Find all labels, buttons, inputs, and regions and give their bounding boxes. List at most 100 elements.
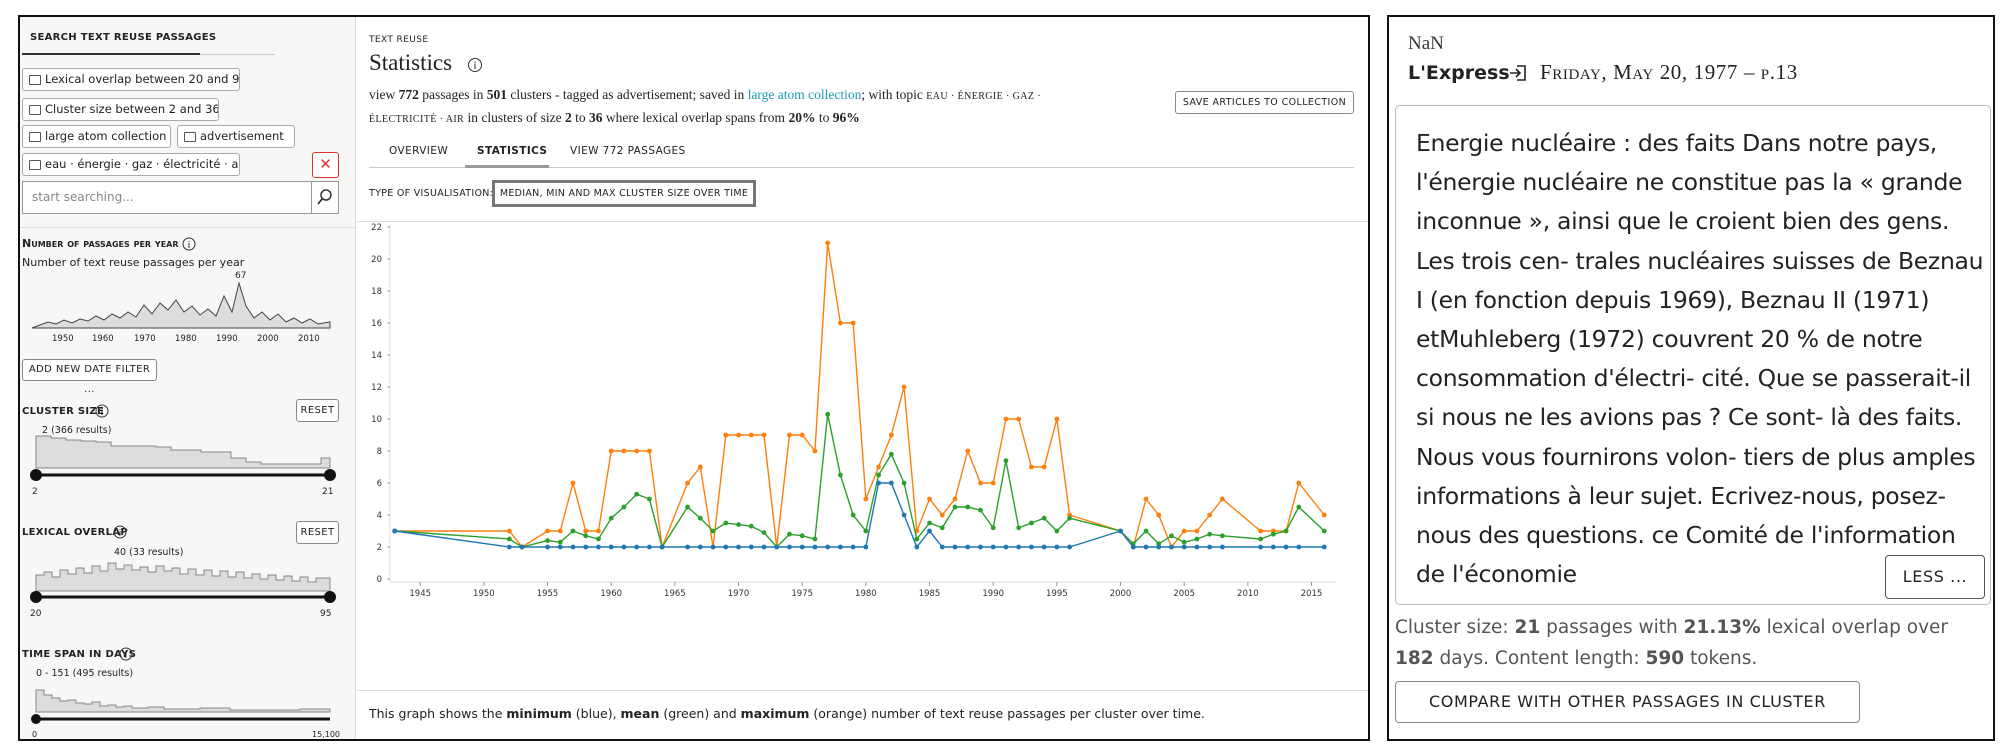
compare-button[interactable]: COMPARE WITH OTHER PASSAGES IN CLUSTER <box>1395 681 1860 723</box>
data-point <box>927 496 932 502</box>
range-min: 20 <box>30 609 42 619</box>
less-button[interactable]: LESS ... <box>1885 555 1985 599</box>
article-panel <box>1387 15 1995 741</box>
text-run: 501 <box>486 87 507 102</box>
svg-text:i: i <box>125 651 128 661</box>
data-point <box>863 544 869 550</box>
data-point <box>1181 539 1187 545</box>
data-point <box>647 448 652 454</box>
data-point <box>748 432 754 438</box>
search-button[interactable] <box>311 181 339 214</box>
y-tick-label: 14 <box>371 351 382 361</box>
data-point <box>1130 544 1136 550</box>
info-icon[interactable]: i <box>113 525 127 539</box>
open-icon[interactable] <box>1508 63 1528 83</box>
y-tick-label: 0 <box>377 575 382 585</box>
data-point <box>736 432 741 438</box>
tab[interactable]: VIEW 772 PASSAGES <box>570 145 686 157</box>
data-point <box>876 472 881 478</box>
y-tick-label: 22 <box>371 223 382 233</box>
data-point <box>506 536 512 542</box>
data-point <box>596 528 601 534</box>
tab[interactable]: OVERVIEW <box>389 145 449 157</box>
slider-handle[interactable] <box>30 591 42 603</box>
filter-chip[interactable]: eau · énergie · gaz · électricité · air <box>22 153 240 176</box>
search-input[interactable] <box>22 181 339 214</box>
data-point <box>748 523 754 529</box>
x-tick-label: 1985 <box>919 589 941 599</box>
axis-label: 1970 <box>134 334 156 344</box>
data-point <box>685 504 690 510</box>
clear-button[interactable]: ✕ <box>312 152 339 178</box>
slider-handle[interactable] <box>324 591 336 603</box>
data-point <box>710 544 716 550</box>
data-point <box>557 544 563 550</box>
info-icon[interactable]: i <box>182 237 196 251</box>
data-point <box>787 544 792 550</box>
data-point <box>1270 544 1276 550</box>
data-point <box>1143 496 1149 502</box>
data-point <box>545 544 550 550</box>
axis-label: 1980 <box>175 334 197 344</box>
y-tick-label: 16 <box>371 319 382 329</box>
data-point <box>608 544 614 550</box>
text-run: 590 <box>1645 648 1685 669</box>
reset-button[interactable]: RESET <box>296 399 339 422</box>
visualisation-select[interactable]: MEDIAN, MIN AND MAX CLUSTER SIZE OVER TI… <box>492 180 756 207</box>
data-point <box>1194 544 1200 550</box>
text-run: 2 <box>564 110 572 125</box>
slider-handle[interactable] <box>31 714 41 724</box>
info-icon[interactable]: i <box>467 57 483 73</box>
filter-chip[interactable]: Cluster size between 2 and 36 <box>22 98 219 121</box>
sparkline <box>31 281 331 329</box>
data-point <box>1258 536 1263 542</box>
y-tick-label: 8 <box>377 447 382 457</box>
add-date-filter-button[interactable]: ADD NEW DATE FILTER ... <box>22 359 157 395</box>
save-button[interactable]: SAVE ARTICLES TO COLLECTION <box>1175 91 1354 114</box>
data-point <box>761 544 767 550</box>
sidebar-title: SEARCH TEXT REUSE PASSAGES <box>30 32 217 43</box>
info-icon[interactable]: i <box>95 404 109 418</box>
y-tick-label: 2 <box>377 543 382 553</box>
data-point <box>939 544 945 550</box>
data-point <box>748 544 754 550</box>
x-tick-label: 1950 <box>473 589 495 599</box>
range-max: 21 <box>322 487 334 497</box>
data-point <box>710 528 716 534</box>
divider <box>355 17 356 739</box>
text-run: 20% <box>788 110 816 125</box>
y-tick-label: 4 <box>377 511 382 521</box>
info-icon[interactable]: i <box>119 647 133 661</box>
data-point <box>570 480 576 486</box>
data-point <box>939 512 945 518</box>
data-point <box>901 480 907 486</box>
data-point <box>545 528 550 534</box>
data-point <box>647 496 652 502</box>
reset-button[interactable]: RESET <box>296 521 339 544</box>
data-point <box>825 411 831 417</box>
text-run: to <box>815 110 833 125</box>
text-run[interactable]: large atom collection <box>747 87 862 102</box>
data-point <box>1016 544 1022 550</box>
text-run: view <box>369 87 399 102</box>
data-point <box>1054 528 1060 534</box>
section-title: TIME SPAN IN DAYS <box>22 649 137 660</box>
article-box <box>1395 105 1991 605</box>
filter-chip[interactable]: Lexical overlap between 20 and 96 <box>22 68 240 91</box>
data-point <box>990 544 996 550</box>
filter-chip[interactable]: advertisement <box>177 125 295 148</box>
filter-chip[interactable]: large atom collection <box>22 125 171 148</box>
slider-handle[interactable] <box>30 469 42 481</box>
article-date: Friday, May 20, 1977 – p.13 <box>1540 60 1798 84</box>
tab[interactable]: STATISTICS <box>477 145 548 157</box>
text-run: 36 <box>589 110 603 125</box>
histogram <box>35 562 331 592</box>
data-point <box>825 544 831 550</box>
y-tick-label: 20 <box>371 255 382 265</box>
data-point <box>1296 504 1302 510</box>
data-point <box>978 507 983 513</box>
text-run: days. Content length: <box>1433 648 1646 669</box>
data-point <box>1041 544 1047 550</box>
slider-handle[interactable] <box>324 469 336 481</box>
data-point <box>1258 528 1263 534</box>
